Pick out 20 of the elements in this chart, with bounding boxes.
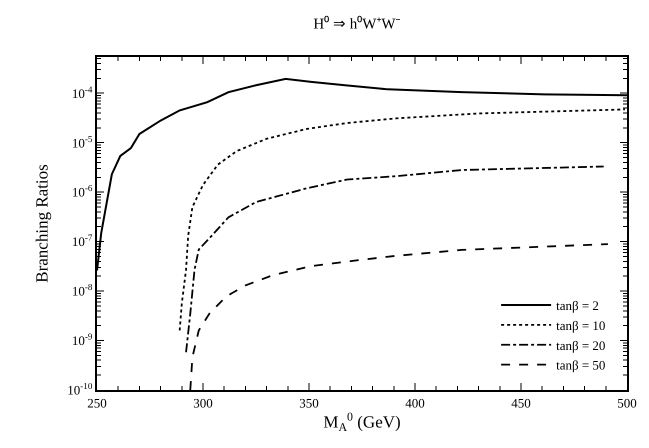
legend-label: tanβ = 50: [556, 358, 606, 373]
x-tick-label: 450: [511, 396, 531, 411]
y-tick-label: 10$^{-6}$: [72, 183, 93, 200]
x-tick-label: 400: [405, 396, 425, 411]
y-tick-label: 10$^{-8}$: [72, 282, 93, 299]
y-tick-label: 10$^{-9}$: [72, 332, 93, 348]
x-tick-label: 300: [193, 396, 213, 411]
legend-label: tanβ = 2: [556, 298, 599, 314]
x-tick-label: 250: [87, 396, 107, 411]
x-tick-label: 500: [617, 396, 637, 411]
y-tick-label: 10$^{-7}$: [72, 232, 93, 250]
y-axis-title: Branching Ratios: [32, 164, 52, 283]
y-tick-label: 10$^{-5}$: [72, 134, 93, 150]
y-tick-label: 10$^{-4}$: [72, 84, 93, 101]
legend-label: tanβ = 10: [556, 318, 606, 333]
x-tick-label: 350: [299, 396, 319, 411]
y-tick-label: 10$^{-10}$: [67, 381, 93, 398]
x-axis-title: M$_{A}$$^{0}$ (GeV): [323, 409, 401, 434]
legend-label: tanβ = 20: [556, 338, 606, 353]
chart-title: H⁰ ⇒ h⁰W⁺W⁻: [313, 15, 401, 32]
